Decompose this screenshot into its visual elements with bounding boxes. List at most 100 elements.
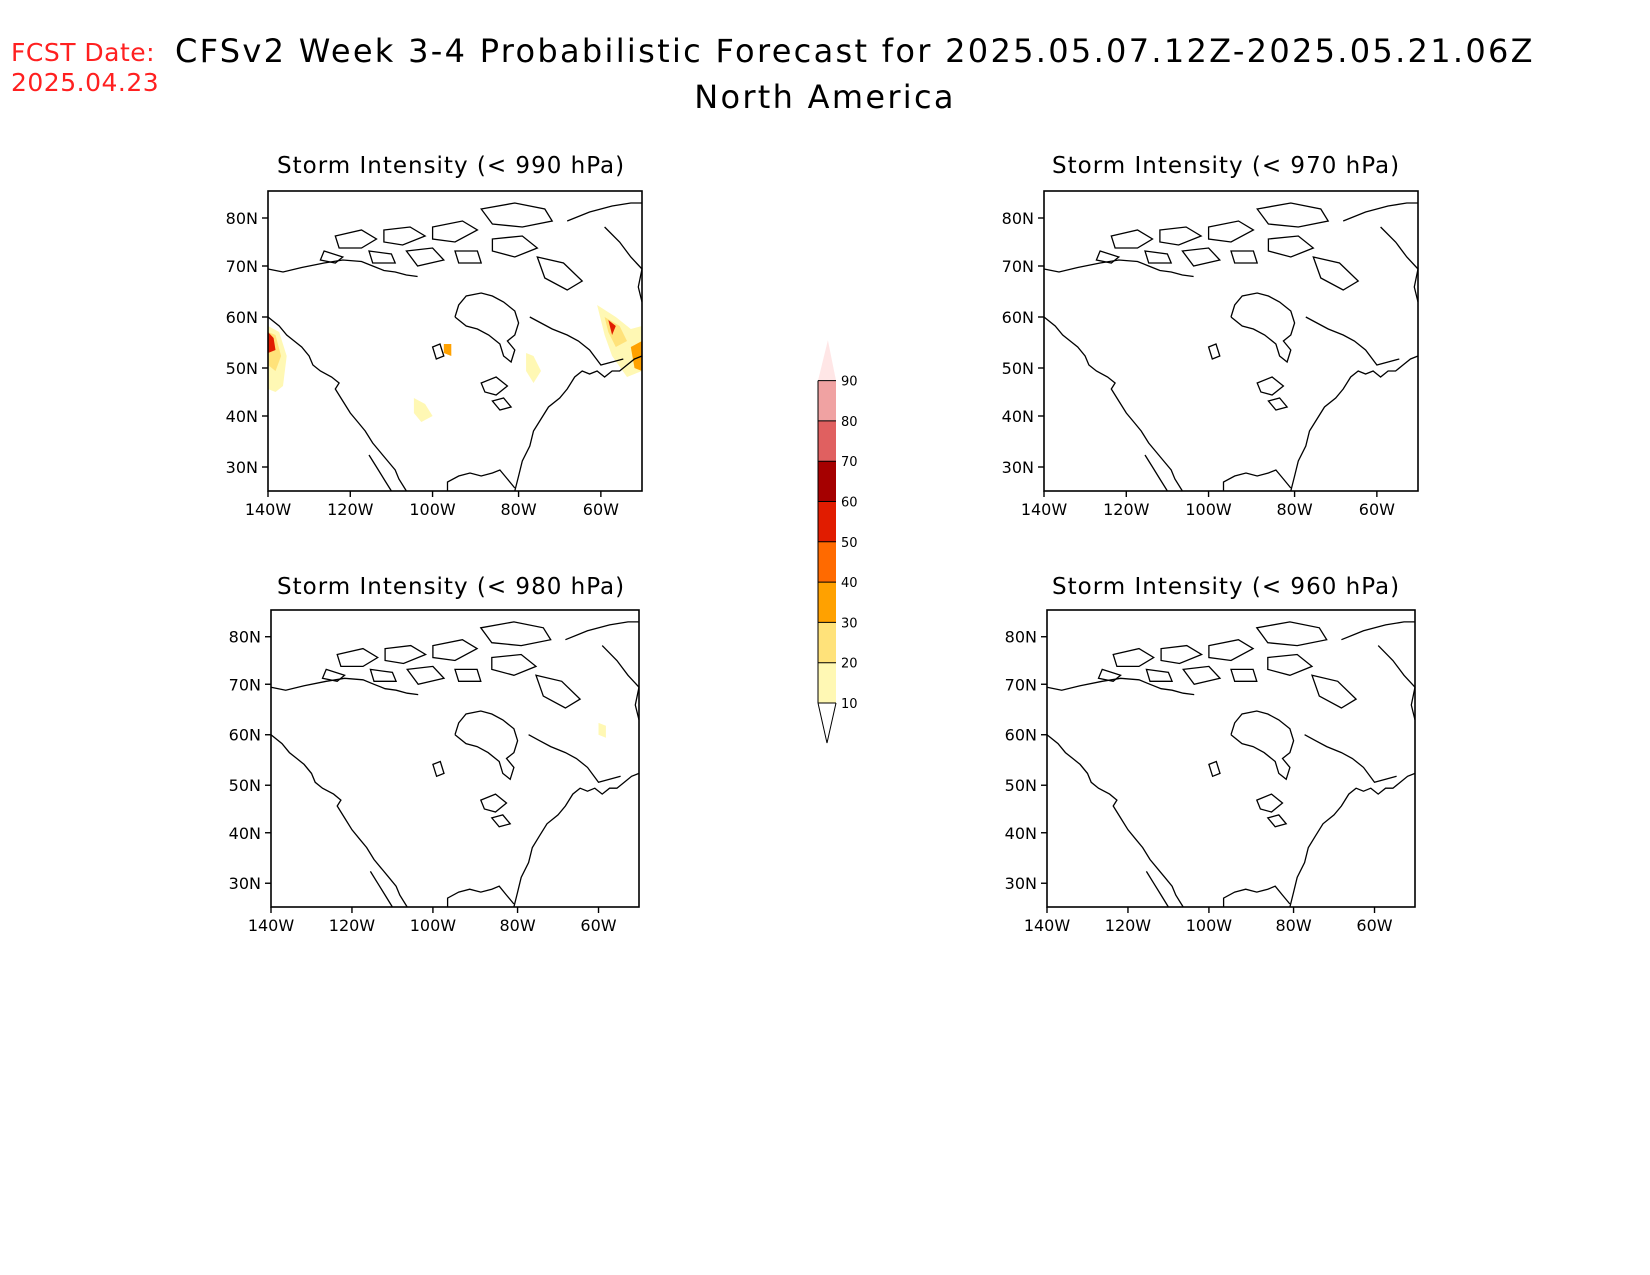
- arctic-island: [1310, 674, 1358, 709]
- arctic-island: [1267, 235, 1315, 258]
- arctic-island: [432, 639, 479, 662]
- great-lake: [1267, 397, 1289, 411]
- coastline: [1043, 316, 1183, 492]
- lon-tick-label: 100W: [1186, 916, 1233, 935]
- colorbar-label: 10: [841, 697, 858, 712]
- lon-tick-label: 140W: [1021, 500, 1068, 519]
- arctic-island: [454, 250, 483, 264]
- great-lake: [1207, 343, 1221, 360]
- coastline: [446, 885, 515, 907]
- colorbar-label: 70: [841, 455, 858, 470]
- lon-tick-label: 100W: [1185, 500, 1232, 519]
- lon-tick-label: 80W: [1275, 916, 1311, 935]
- colorbar-under-arrow: [817, 702, 837, 744]
- coastline: [1046, 677, 1195, 696]
- colorbar-segment: [818, 662, 836, 703]
- coastline: [514, 355, 643, 492]
- colorbar-segment: [818, 380, 836, 421]
- coastline: [1380, 226, 1419, 303]
- lat-tick-label: 50N: [1005, 776, 1037, 795]
- lat-tick-label: 40N: [1005, 824, 1037, 843]
- great-lake: [432, 760, 445, 778]
- lon-tick-label: 120W: [1103, 500, 1150, 519]
- panel-title-960: Storm Intensity (< 960 hPa): [1052, 574, 1401, 600]
- arctic-island: [336, 647, 379, 668]
- coastline: [1305, 316, 1400, 366]
- great-lake: [1266, 814, 1288, 828]
- lat-tick-label: 60N: [1005, 726, 1037, 745]
- lat-tick-label: 30N: [1005, 874, 1037, 893]
- lon-tick-label: 140W: [248, 916, 295, 935]
- colorbar-label: 20: [841, 657, 858, 672]
- lat-tick-label: 80N: [1005, 628, 1037, 647]
- lon-tick-label: 120W: [327, 500, 374, 519]
- arctic-island: [1097, 668, 1122, 682]
- arctic-island: [534, 674, 582, 709]
- lat-tick-label: 50N: [1002, 359, 1034, 378]
- arctic-island: [1207, 220, 1255, 243]
- panel-title-970: Storm Intensity (< 970 hPa): [1052, 153, 1401, 179]
- lon-tick-label: 120W: [1105, 916, 1152, 935]
- coastline: [1304, 734, 1397, 784]
- lon-tick-label: 60W: [1359, 500, 1395, 519]
- coastline: [1290, 355, 1419, 492]
- coastline: [368, 454, 392, 492]
- lon-tick-label: 80W: [500, 500, 536, 519]
- coastline: [566, 202, 642, 222]
- arctic-island: [1110, 229, 1154, 249]
- coastline: [528, 734, 621, 784]
- arctic-island: [319, 250, 345, 264]
- lat-tick-label: 30N: [226, 458, 258, 477]
- coastline: [1230, 710, 1295, 781]
- coastline: [1377, 645, 1416, 721]
- coastline: [1043, 259, 1194, 278]
- colorbar-segment: [818, 461, 836, 502]
- lat-tick-label: 40N: [226, 407, 258, 426]
- arctic-island: [369, 668, 398, 682]
- coastline: [513, 772, 640, 908]
- coastline: [601, 645, 640, 721]
- probability-shading: [443, 344, 452, 356]
- colorbar-over-arrow: [818, 340, 836, 381]
- map-panel-p960: 80N 70N 60N 50N 40N 30N 140W 120W 100W 80W 60W: [1005, 609, 1416, 935]
- lat-tick-label: 80N: [229, 628, 261, 647]
- arctic-island: [1208, 639, 1255, 662]
- arctic-island: [431, 220, 479, 243]
- colorbar-segment: [818, 501, 836, 542]
- coastline: [446, 469, 516, 491]
- coastline: [1145, 871, 1169, 908]
- arctic-island: [1144, 250, 1173, 264]
- lat-tick-label: 40N: [1002, 407, 1034, 426]
- coastline: [369, 871, 393, 908]
- lon-tick-label: 120W: [329, 916, 376, 935]
- lon-tick-label: 80W: [1276, 500, 1312, 519]
- coastline: [270, 677, 419, 696]
- lat-tick-label: 30N: [1002, 458, 1034, 477]
- arctic-island: [1160, 644, 1204, 665]
- colorbar-segment: [818, 541, 836, 583]
- coastline: [1046, 734, 1184, 908]
- great-lake: [1255, 793, 1284, 813]
- probability-shading: [608, 320, 616, 335]
- page-title: CFSv2 Week 3-4 Probabilistic Forecast fo…: [175, 32, 1535, 70]
- fcst-label: FCST Date:: [11, 38, 156, 67]
- arctic-island: [1159, 226, 1203, 246]
- panel-title-980: Storm Intensity (< 980 hPa): [277, 574, 626, 600]
- lon-tick-label: 140W: [1024, 916, 1071, 935]
- coastline: [1230, 292, 1296, 364]
- colorbar-label: 60: [841, 496, 858, 511]
- arctic-island: [321, 668, 346, 682]
- lon-tick-label: 100W: [409, 500, 456, 519]
- arctic-island: [1256, 202, 1330, 228]
- lat-tick-label: 50N: [226, 359, 258, 378]
- colorbar-segment: [818, 420, 836, 462]
- forecast-date-label: FCST Date: 2025.04.23: [11, 38, 159, 98]
- probability-shading: [526, 353, 541, 383]
- arctic-island: [1145, 668, 1174, 682]
- fcst-date: 2025.04.23: [11, 68, 160, 97]
- arctic-island: [1095, 250, 1121, 264]
- arctic-island: [491, 235, 539, 258]
- arctic-island: [384, 644, 428, 665]
- probability-shading: [413, 398, 433, 422]
- coastline: [1342, 202, 1418, 222]
